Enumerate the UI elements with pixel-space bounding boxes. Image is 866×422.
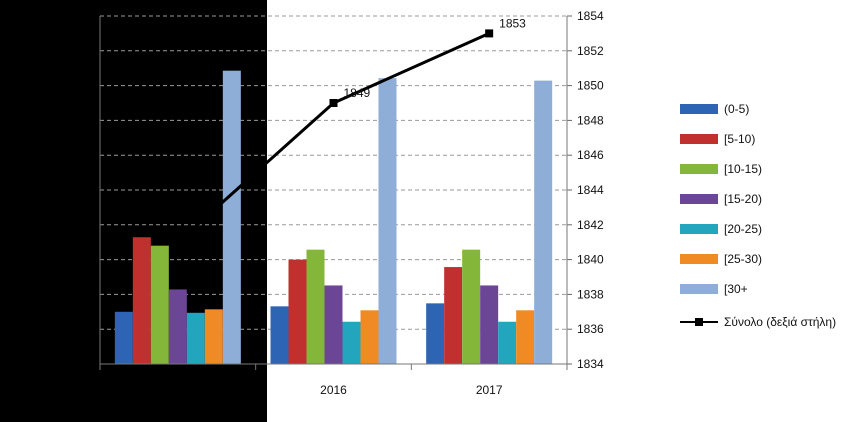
data-label: 1849 (344, 86, 371, 100)
legend-label: (0-5) (724, 102, 749, 116)
legend-line-marker (695, 318, 703, 326)
right-tick-label: 1838 (577, 287, 604, 301)
legend: (0-5) [5-10) [10-15) [15-20) [20-25) [25-30) [… (680, 102, 836, 329)
right-tick-label: 1840 (577, 253, 604, 267)
bar (480, 285, 499, 364)
legend-label: [30+ (724, 282, 748, 296)
bar (426, 303, 445, 364)
right-tick-label: 1834 (577, 357, 604, 371)
bar (498, 321, 517, 364)
right-tick-label: 1848 (577, 113, 604, 127)
bar (342, 321, 361, 364)
bar (306, 249, 325, 364)
bar (168, 289, 187, 364)
bar (462, 249, 481, 364)
bar (222, 70, 241, 364)
legend-label: [15-20) (724, 192, 762, 206)
axes: 1834 1836 1838 1840 1842 1844 1846 1848 1850 1852… (99, 9, 604, 397)
line-point (329, 99, 338, 107)
bar (132, 237, 151, 364)
legend-swatch (680, 284, 718, 294)
legend-swatch (680, 224, 718, 234)
bar (378, 78, 397, 365)
category-label: 2016 (320, 383, 347, 397)
legend-label: [25-30) (724, 252, 762, 266)
bar (150, 245, 169, 364)
data-label: 1853 (499, 16, 526, 30)
legend-label: [10-15) (724, 162, 762, 176)
legend-label: [5-10) (724, 132, 755, 146)
bars (114, 70, 553, 365)
bar (444, 267, 463, 364)
legend-label: Σύνολο (δεξιά στήλη) (724, 315, 836, 329)
right-tick-label: 1854 (577, 9, 604, 23)
legend-swatch (680, 134, 718, 144)
right-tick-label: 1852 (577, 44, 604, 58)
bar (360, 310, 379, 364)
legend-swatch (680, 164, 718, 174)
right-tick-label: 1844 (577, 183, 604, 197)
line-point (485, 29, 494, 38)
total-line: 1849 1853 (173, 16, 526, 247)
bar (114, 311, 133, 364)
legend-swatch (680, 104, 718, 114)
line-point (173, 238, 182, 247)
right-tick-label: 1836 (577, 322, 604, 336)
bar (270, 306, 289, 364)
legend-label: [20-25) (724, 222, 762, 236)
legend-swatch (680, 254, 718, 264)
right-tick-label: 1850 (577, 79, 604, 93)
right-tick-label: 1846 (577, 148, 604, 162)
category-label: 2017 (476, 383, 503, 397)
bar (324, 285, 343, 364)
bar (204, 309, 223, 364)
legend-swatch (680, 194, 718, 204)
bar (288, 259, 307, 364)
bar (516, 310, 535, 364)
bar (186, 312, 205, 364)
bar (534, 80, 553, 364)
right-tick-label: 1842 (577, 218, 604, 232)
